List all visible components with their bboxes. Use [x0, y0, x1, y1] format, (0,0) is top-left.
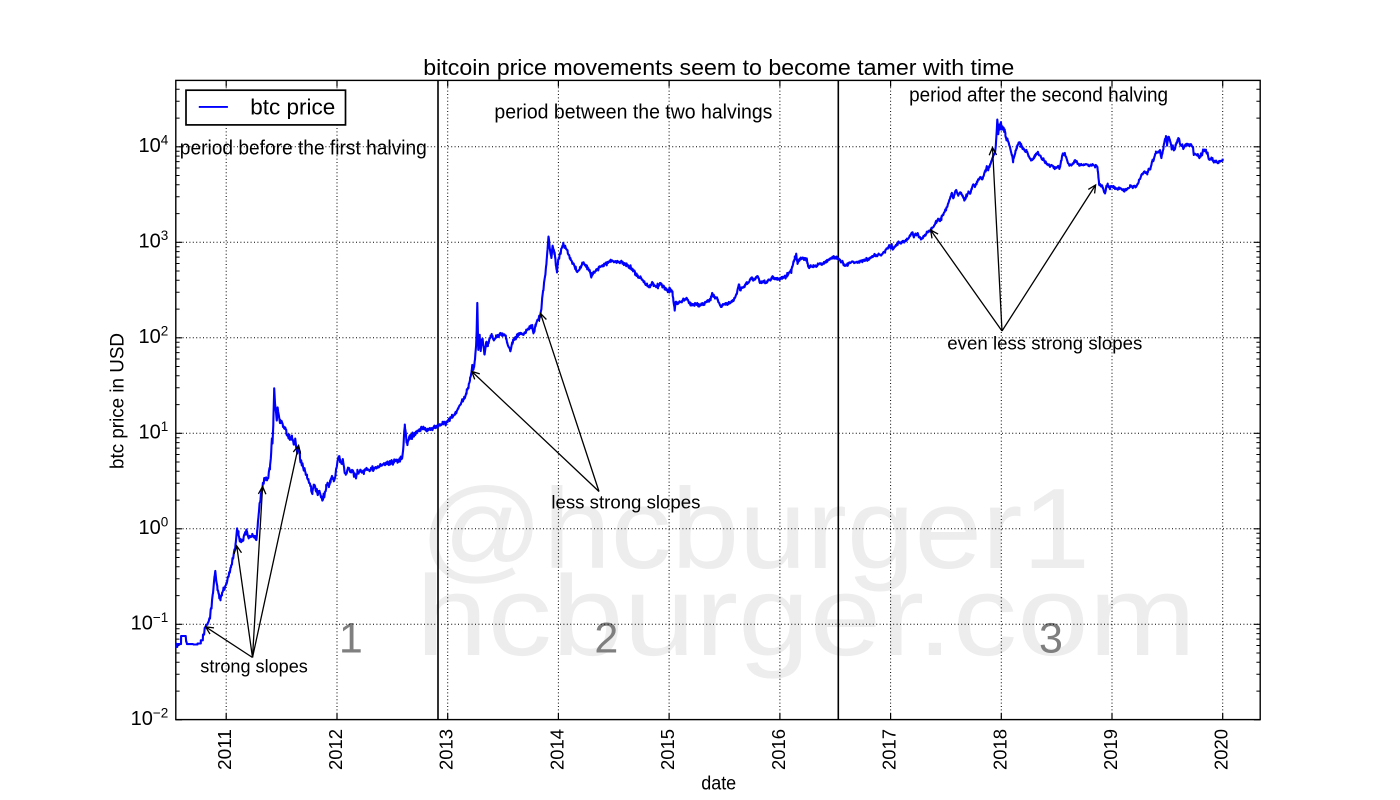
svg-text:2: 2	[594, 615, 618, 663]
svg-text:even less strong slopes: even less strong slopes	[947, 334, 1142, 354]
svg-text:2012: 2012	[325, 729, 346, 770]
svg-text:strong slopes: strong slopes	[200, 657, 307, 677]
svg-text:period before the first halvin: period before the first halving	[180, 138, 427, 160]
svg-text:btc price: btc price	[250, 95, 335, 120]
svg-text:1: 1	[339, 615, 363, 663]
svg-text:3: 3	[1039, 615, 1063, 663]
svg-text:less strong slopes: less strong slopes	[551, 493, 700, 513]
svg-text:hcburger.com: hcburger.com	[416, 553, 1196, 680]
svg-text:2019: 2019	[1100, 729, 1121, 770]
svg-text:2016: 2016	[768, 729, 789, 770]
svg-text:bitcoin price movements seem t: bitcoin price movements seem to become t…	[423, 55, 1014, 80]
svg-text:period between the two halving: period between the two halvings	[494, 101, 772, 123]
svg-text:2018: 2018	[989, 729, 1010, 770]
svg-text:2017: 2017	[879, 729, 900, 770]
svg-text:2020: 2020	[1211, 729, 1232, 770]
svg-text:2014: 2014	[546, 729, 567, 770]
svg-text:2013: 2013	[436, 729, 457, 770]
svg-text:btc price in USD: btc price in USD	[108, 333, 129, 469]
svg-text:2011: 2011	[214, 729, 235, 770]
svg-text:10−1: 10−1	[131, 610, 169, 635]
svg-text:date: date	[701, 773, 736, 794]
svg-text:@hcburger1: @hcburger1	[420, 466, 1090, 593]
svg-text:2015: 2015	[657, 729, 678, 770]
svg-text:period after the second halvin: period after the second halving	[909, 85, 1168, 107]
